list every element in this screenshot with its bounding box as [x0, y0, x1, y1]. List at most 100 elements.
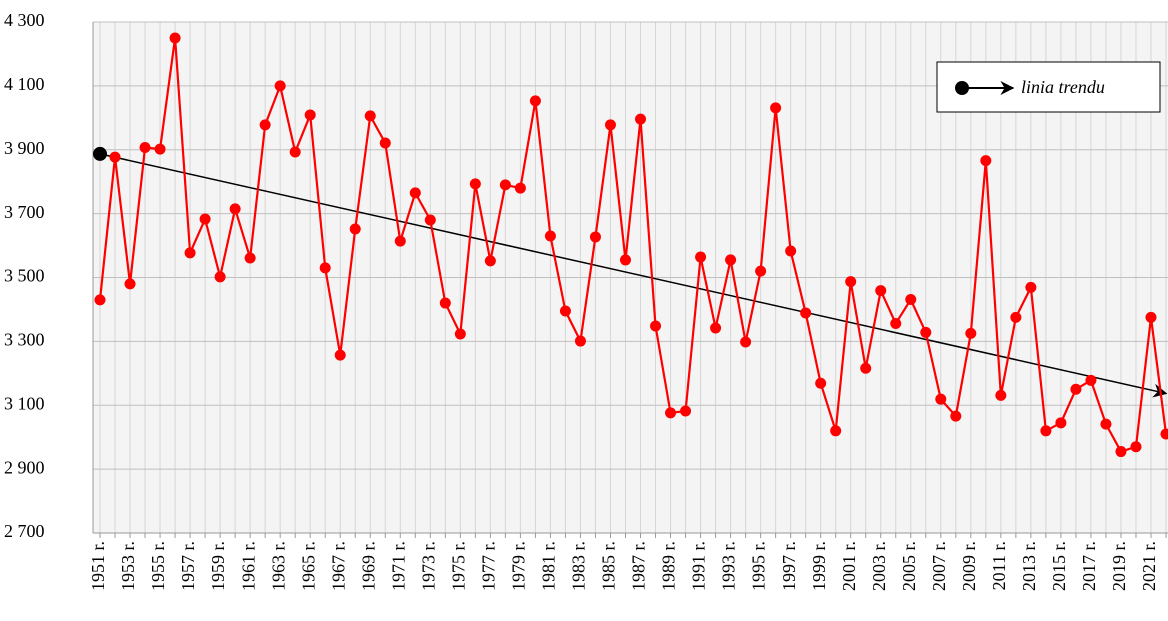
data-point	[469, 178, 481, 190]
x-tick-label: 1981 r.	[539, 541, 559, 591]
data-point	[755, 265, 767, 277]
y-tick-label: 3 900	[4, 138, 45, 158]
data-point	[815, 377, 827, 389]
data-point	[710, 322, 722, 334]
data-point	[154, 143, 166, 155]
x-tick-label: 2021 r.	[1139, 541, 1159, 591]
data-point	[635, 113, 647, 125]
data-point	[169, 32, 181, 44]
y-tick-label: 2 700	[4, 521, 45, 541]
legend-label: linia trendu	[1021, 77, 1105, 97]
y-tick-label: 4 300	[4, 10, 45, 30]
data-point	[349, 223, 361, 235]
data-point	[514, 182, 526, 194]
x-tick-label: 1961 r.	[238, 541, 258, 591]
x-tick-label: 1965 r.	[298, 541, 318, 591]
x-tick-label: 1967 r.	[328, 541, 348, 591]
data-point	[439, 297, 451, 309]
data-point	[319, 262, 331, 274]
trend-start-point	[93, 146, 107, 161]
y-tick-label: 2 900	[4, 457, 45, 477]
data-point	[394, 235, 406, 247]
data-point	[695, 251, 707, 263]
data-point	[785, 245, 797, 257]
data-point	[409, 187, 421, 199]
data-point	[770, 102, 782, 114]
x-tick-label: 2015 r.	[1049, 541, 1069, 591]
x-tick-label: 1997 r.	[779, 541, 799, 591]
data-point	[935, 393, 947, 405]
data-point	[424, 214, 436, 226]
data-point	[905, 294, 917, 306]
data-point	[1055, 417, 1067, 429]
data-point	[980, 155, 992, 167]
x-tick-label: 1979 r.	[509, 541, 529, 591]
data-point	[1100, 418, 1112, 430]
data-point	[529, 95, 541, 107]
data-point	[995, 389, 1007, 401]
data-point	[364, 110, 376, 122]
x-tick-label: 1973 r.	[418, 541, 438, 591]
data-point	[544, 230, 556, 242]
x-tick-label: 2003 r.	[869, 541, 889, 591]
data-point	[845, 276, 857, 288]
data-point	[830, 425, 842, 437]
data-point	[1145, 311, 1157, 323]
data-point	[1160, 428, 1168, 440]
data-point	[139, 142, 151, 154]
data-point	[574, 335, 586, 347]
x-tick-label: 2019 r.	[1109, 541, 1129, 591]
data-point	[289, 146, 301, 158]
data-point	[124, 278, 136, 290]
data-point	[965, 327, 977, 339]
data-point	[650, 320, 662, 332]
data-point	[589, 231, 601, 243]
x-tick-label: 2011 r.	[989, 541, 1009, 590]
data-point	[740, 336, 752, 348]
x-tick-label: 1977 r.	[478, 541, 498, 591]
x-tick-label: 1951 r.	[88, 541, 108, 591]
data-point	[920, 326, 932, 338]
data-point	[229, 203, 241, 215]
data-point	[1010, 311, 1022, 323]
data-point	[619, 254, 631, 266]
x-tick-label: 1983 r.	[569, 541, 589, 591]
data-point	[214, 271, 226, 283]
x-tick-label: 1995 r.	[749, 541, 769, 591]
data-point	[559, 305, 571, 317]
data-point	[274, 80, 286, 92]
data-line	[98, 37, 1168, 453]
data-point	[304, 109, 316, 121]
x-tick-label: 1991 r.	[689, 541, 709, 591]
data-point	[454, 328, 466, 340]
data-point	[334, 349, 346, 361]
data-point	[379, 137, 391, 149]
x-tick-label: 1985 r.	[599, 541, 619, 591]
x-tick-label: 1953 r.	[118, 541, 138, 591]
y-tick-label: 3 300	[4, 330, 45, 350]
data-point	[499, 179, 511, 191]
x-tick-label: 2007 r.	[929, 541, 949, 591]
data-point	[875, 285, 887, 297]
data-point	[860, 362, 872, 374]
data-point	[1085, 374, 1097, 386]
data-point	[244, 252, 256, 264]
data-point	[1040, 425, 1052, 437]
data-point	[604, 119, 616, 131]
data-point	[1130, 441, 1142, 453]
data-point	[1115, 446, 1127, 458]
x-tick-label: 1963 r.	[268, 541, 288, 591]
data-point	[890, 317, 902, 329]
y-tick-label: 3 500	[4, 266, 45, 286]
data-point	[259, 119, 271, 131]
x-tick-label: 2017 r.	[1079, 541, 1099, 591]
x-tick-label: 2013 r.	[1019, 541, 1039, 591]
x-tick-label: 2001 r.	[839, 541, 859, 591]
legend: linia trendu	[936, 61, 1161, 113]
x-tick-label: 1987 r.	[629, 541, 649, 591]
data-point	[950, 410, 962, 422]
x-tick-label: 1975 r.	[448, 541, 468, 591]
y-tick-label: 3 100	[4, 393, 45, 413]
data-point	[680, 405, 692, 417]
